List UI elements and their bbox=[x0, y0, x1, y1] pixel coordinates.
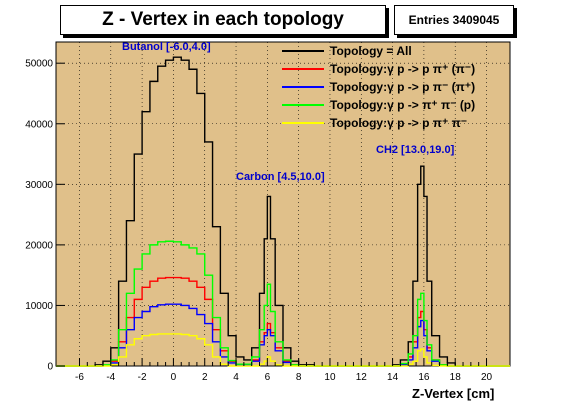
legend: Topology = All Topology:γ p -> p π⁺ (π⁻)… bbox=[282, 42, 510, 132]
y-tick-label: 30000 bbox=[25, 180, 53, 191]
title-box: Z - Vertex in each topology bbox=[60, 5, 386, 35]
series-line bbox=[56, 303, 510, 367]
legend-swatch bbox=[282, 86, 324, 88]
series-line bbox=[56, 56, 510, 367]
legend-item-p-pim: Topology:γ p -> p π⁻ (π⁺) bbox=[282, 78, 510, 96]
legend-swatch bbox=[282, 104, 324, 106]
y-tick-label: 0 bbox=[47, 362, 53, 373]
x-axis-label: Z-Vertex [cm] bbox=[412, 386, 495, 401]
series-line bbox=[56, 240, 510, 367]
annotation-carbon: Carbon [4.5,10.0] bbox=[236, 171, 325, 183]
y-axis-ticks: 0 10000 20000 30000 40000 50000 bbox=[25, 59, 65, 373]
legend-item-all: Topology = All bbox=[282, 42, 510, 60]
legend-label: Topology:γ p -> p π⁺ (π⁻) bbox=[330, 62, 476, 76]
series-lines bbox=[56, 56, 510, 367]
x-tick-label: 12 bbox=[356, 372, 368, 383]
legend-item-p-pip-pim: Topology:γ p -> p π⁺ π⁻ bbox=[282, 114, 510, 132]
x-tick-label: 0 bbox=[171, 372, 177, 383]
x-tick-label: 14 bbox=[387, 372, 399, 383]
x-tick-label: 8 bbox=[296, 372, 302, 383]
x-tick-label: 6 bbox=[265, 372, 271, 383]
entries-label: Entries 3409045 bbox=[408, 13, 500, 27]
legend-label: Topology:γ p -> p π⁻ (π⁺) bbox=[330, 80, 476, 94]
chart-title: Z - Vertex in each topology bbox=[102, 9, 344, 30]
y-tick-label: 50000 bbox=[25, 59, 53, 70]
legend-item-pip-pim: Topology:γ p -> π⁺ π⁻ (p) bbox=[282, 96, 510, 114]
legend-label: Topology = All bbox=[330, 44, 412, 58]
legend-item-p-pip: Topology:γ p -> p π⁺ (π⁻) bbox=[282, 60, 510, 78]
x-tick-label: -6 bbox=[75, 372, 84, 383]
y-tick-label: 10000 bbox=[25, 301, 53, 312]
x-tick-label: -2 bbox=[138, 372, 147, 383]
x-tick-label: 10 bbox=[324, 372, 336, 383]
x-axis-ticks: -6 -4 -2 0 2 4 6 8 10 12 14 16 18 20 bbox=[75, 358, 493, 383]
annotation-ch2: CH2 [13.0,19.0] bbox=[376, 144, 455, 156]
x-tick-label: 2 bbox=[202, 372, 208, 383]
y-tick-label: 40000 bbox=[25, 119, 53, 130]
y-tick-label: 20000 bbox=[25, 240, 53, 251]
legend-swatch bbox=[282, 68, 324, 70]
legend-label: Topology:γ p -> π⁺ π⁻ (p) bbox=[330, 98, 476, 112]
stats-box: Entries 3409045 bbox=[394, 5, 514, 35]
x-tick-label: 16 bbox=[418, 372, 430, 383]
legend-swatch bbox=[282, 122, 324, 124]
annotation-butanol: Butanol [-6.0,4.0] bbox=[122, 41, 211, 53]
x-tick-label: 18 bbox=[450, 372, 462, 383]
series-line bbox=[56, 333, 510, 367]
x-tick-label: -4 bbox=[106, 372, 115, 383]
x-tick-label: 4 bbox=[233, 372, 239, 383]
x-tick-label: 20 bbox=[481, 372, 493, 383]
legend-label: Topology:γ p -> p π⁺ π⁻ bbox=[330, 116, 468, 130]
legend-swatch bbox=[282, 50, 324, 52]
